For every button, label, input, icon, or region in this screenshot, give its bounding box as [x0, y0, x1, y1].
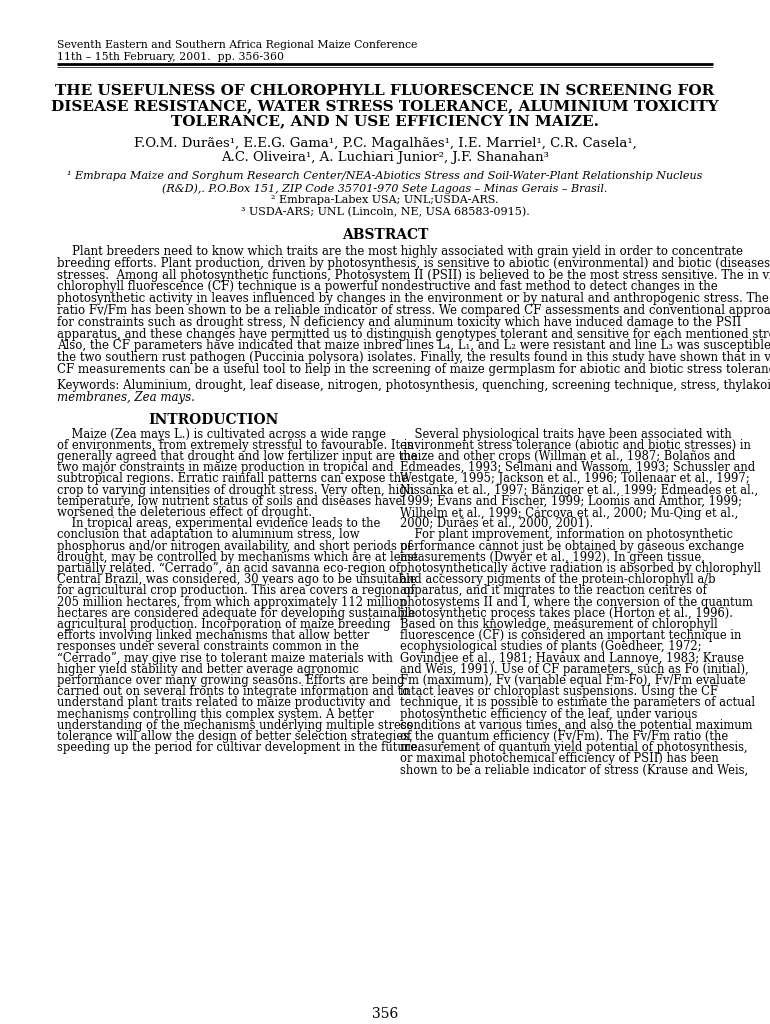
Text: performance cannot just be obtained by gaseous exchange: performance cannot just be obtained by g… [400, 540, 744, 553]
Text: for constraints such as drought stress, N deficiency and aluminum toxicity which: for constraints such as drought stress, … [57, 315, 742, 329]
Text: responses under several constraints common in the: responses under several constraints comm… [57, 640, 359, 653]
Text: intact leaves or chloroplast suspensions. Using the CF: intact leaves or chloroplast suspensions… [400, 685, 718, 698]
Text: phosphorus and/or nitrogen availability, and short periods of: phosphorus and/or nitrogen availability,… [57, 540, 412, 553]
Text: Seventh Eastern and Southern Africa Regional Maize Conference: Seventh Eastern and Southern Africa Regi… [57, 40, 417, 50]
Text: INTRODUCTION: INTRODUCTION [149, 413, 279, 427]
Text: ratio Fv/Fm has been shown to be a reliable indicator of stress. We compared CF : ratio Fv/Fm has been shown to be a relia… [57, 304, 770, 317]
Text: Central Brazil, was considered, 30 years ago to be unsuitable: Central Brazil, was considered, 30 years… [57, 573, 417, 586]
Text: maize and other crops (Willman et al., 1987; Bolaños and: maize and other crops (Willman et al., 1… [400, 450, 735, 463]
Text: conditions at various times, and also the potential maximum: conditions at various times, and also th… [400, 719, 752, 732]
Text: performance over many growing seasons. Efforts are being: performance over many growing seasons. E… [57, 674, 404, 687]
Text: photosynthetic activity in leaves influenced by changes in the environment or by: photosynthetic activity in leaves influe… [57, 292, 769, 305]
Text: Nissanka et al., 1997; Bänziger et al., 1999; Edmeades et al.,: Nissanka et al., 1997; Bänziger et al., … [400, 483, 758, 497]
Text: Edmeades, 1993; Selmani and Wassom, 1993; Schussler and: Edmeades, 1993; Selmani and Wassom, 1993… [400, 461, 755, 474]
Text: technique, it is possible to estimate the parameters of actual: technique, it is possible to estimate th… [400, 696, 755, 710]
Text: for agricultural crop production. This area covers a region of: for agricultural crop production. This a… [57, 585, 414, 597]
Text: 356: 356 [372, 1007, 398, 1021]
Text: hectares are considered adequate for developing sustainable: hectares are considered adequate for dev… [57, 607, 415, 620]
Text: and accessory pigments of the protein-chlorophyll a/b: and accessory pigments of the protein-ch… [400, 573, 715, 586]
Text: Westgate, 1995; Jackson et al., 1996; Tollenaar et al., 1997;: Westgate, 1995; Jackson et al., 1996; To… [400, 472, 750, 485]
Text: Based on this knowledge, measurement of chlorophyll: Based on this knowledge, measurement of … [400, 618, 718, 631]
Text: crop to varying intensities of drought stress. Very often, high: crop to varying intensities of drought s… [57, 483, 414, 497]
Text: shown to be a reliable indicator of stress (Krause and Weis,: shown to be a reliable indicator of stre… [400, 764, 748, 776]
Text: Govindjee et al., 1981; Havaux and Lannoye, 1983; Krause: Govindjee et al., 1981; Havaux and Lanno… [400, 651, 744, 665]
Text: ABSTRACT: ABSTRACT [342, 228, 428, 242]
Text: 205 million hectares, from which approximately 112 million: 205 million hectares, from which approxi… [57, 596, 407, 608]
Text: ecophysiological studies of plants (Goedheer, 1972;: ecophysiological studies of plants (Goed… [400, 640, 701, 653]
Text: temperature, low nutrient status of soils and diseases have: temperature, low nutrient status of soil… [57, 495, 403, 508]
Text: higher yield stability and better average agronomic: higher yield stability and better averag… [57, 663, 359, 676]
Text: Keywords: Aluminium, drought, leaf disease, nitrogen, photosynthesis, quenching,: Keywords: Aluminium, drought, leaf disea… [57, 379, 770, 392]
Text: Plant breeders need to know which traits are the most highly associated with gra: Plant breeders need to know which traits… [57, 245, 743, 258]
Text: or maximal photochemical efficiency of PSII) has been: or maximal photochemical efficiency of P… [400, 753, 718, 765]
Text: mechanisms controlling this complex system. A better: mechanisms controlling this complex syst… [57, 708, 373, 721]
Text: carried out on several fronts to integrate information and to: carried out on several fronts to integra… [57, 685, 409, 698]
Text: understanding of the mechanisms underlying multiple stress: understanding of the mechanisms underlyi… [57, 719, 413, 732]
Text: conclusion that adaptation to aluminium stress, low: conclusion that adaptation to aluminium … [57, 528, 360, 542]
Text: Maize (Zea mays L.) is cultivated across a wide range: Maize (Zea mays L.) is cultivated across… [57, 428, 386, 440]
Text: “Cerrado”, may give rise to tolerant maize materials with: “Cerrado”, may give rise to tolerant mai… [57, 651, 393, 665]
Text: environment stress tolerance (abiotic and biotic stresses) in: environment stress tolerance (abiotic an… [400, 439, 751, 452]
Text: and Weis, 1991). Use of CF parameters, such as Fo (initial),: and Weis, 1991). Use of CF parameters, s… [400, 663, 748, 676]
Text: A.C. Oliveira¹, A. Luchiari Junior², J.F. Shanahan³: A.C. Oliveira¹, A. Luchiari Junior², J.F… [221, 151, 549, 164]
Text: photosynthetic process takes place (Horton et al., 1996).: photosynthetic process takes place (Hort… [400, 607, 733, 620]
Text: of the quantum efficiency (Fv/Fm). The Fv/Fm ratio (the: of the quantum efficiency (Fv/Fm). The F… [400, 730, 728, 743]
Text: For plant improvement, information on photosynthetic: For plant improvement, information on ph… [400, 528, 733, 542]
Text: Wilhelm et al., 1999; Cárcova et al., 2000; Mu-Qing et al.,: Wilhelm et al., 1999; Cárcova et al., 20… [400, 506, 738, 519]
Text: F.O.M. Durães¹, E.E.G. Gama¹, P.C. Magalhães¹, I.E. Marriel¹, C.R. Casela¹,: F.O.M. Durães¹, E.E.G. Gama¹, P.C. Magal… [134, 137, 636, 150]
Text: fluorescence (CF) is considered an important technique in: fluorescence (CF) is considered an impor… [400, 629, 742, 642]
Text: 11th – 15th February, 2001.  pp. 356-360: 11th – 15th February, 2001. pp. 356-360 [57, 52, 284, 62]
Text: ¹ Embrapa Maize and Sorghum Research Center/NEA-Abiotics Stress and Soil-Water-P: ¹ Embrapa Maize and Sorghum Research Cen… [67, 171, 703, 181]
Text: photosystems II and I, where the conversion of the quantum: photosystems II and I, where the convers… [400, 596, 753, 608]
Text: speeding up the period for cultivar development in the future.: speeding up the period for cultivar deve… [57, 741, 421, 755]
Text: apparatus, and it migrates to the reaction centres of: apparatus, and it migrates to the reacti… [400, 585, 707, 597]
Text: subtropical regions. Erratic rainfall patterns can expose the: subtropical regions. Erratic rainfall pa… [57, 472, 408, 485]
Text: photosynthetically active radiation is absorbed by chlorophyll: photosynthetically active radiation is a… [400, 562, 761, 575]
Text: stresses.  Among all photosynthetic functions, Photosystem II (PSII) is believed: stresses. Among all photosynthetic funct… [57, 268, 770, 282]
Text: (R&D),. P.O.Box 151, ZIP Code 35701-970 Sete Lagoas – Minas Gerais – Brasil.: (R&D),. P.O.Box 151, ZIP Code 35701-970 … [162, 183, 608, 194]
Text: breeding efforts. Plant production, driven by photosynthesis, is sensitive to ab: breeding efforts. Plant production, driv… [57, 257, 770, 269]
Text: generally agreed that drought and low fertilizer input are the: generally agreed that drought and low fe… [57, 450, 417, 463]
Text: measurement of quantum yield potential of photosynthesis,: measurement of quantum yield potential o… [400, 741, 748, 755]
Text: worsened the deleterious effect of drought.: worsened the deleterious effect of droug… [57, 506, 312, 519]
Text: understand plant traits related to maize productivity and: understand plant traits related to maize… [57, 696, 390, 710]
Text: the two southern rust pathogen (Puccinia polysora) isolates. Finally, the result: the two southern rust pathogen (Puccinia… [57, 351, 770, 365]
Text: ² Embrapa-Labex USA; UNL;USDA-ARS.: ² Embrapa-Labex USA; UNL;USDA-ARS. [271, 195, 499, 205]
Text: efforts involving linked mechanisms that allow better: efforts involving linked mechanisms that… [57, 629, 370, 642]
Text: drought, may be controlled by mechanisms which are at least: drought, may be controlled by mechanisms… [57, 551, 418, 564]
Text: Fm (maximum), Fv (variable equal Fm-Fo), Fv/Fm evaluate: Fm (maximum), Fv (variable equal Fm-Fo),… [400, 674, 745, 687]
Text: apparatus, and these changes have permitted us to distinguish genotypes tolerant: apparatus, and these changes have permit… [57, 328, 770, 341]
Text: measurements (Dwyer et al., 1992). In green tissue,: measurements (Dwyer et al., 1992). In gr… [400, 551, 705, 564]
Text: CF measurements can be a useful tool to help in the screening of maize germplasm: CF measurements can be a useful tool to … [57, 362, 770, 376]
Text: chlorophyll fluorescence (CF) technique is a powerful nondestructive and fast me: chlorophyll fluorescence (CF) technique … [57, 281, 718, 294]
Text: TOLERANCE, AND N USE EFFICIENCY IN MAIZE.: TOLERANCE, AND N USE EFFICIENCY IN MAIZE… [171, 114, 599, 128]
Text: membranes, Zea mays.: membranes, Zea mays. [57, 390, 195, 403]
Text: THE USEFULNESS OF CHLOROPHYLL FLUORESCENCE IN SCREENING FOR: THE USEFULNESS OF CHLOROPHYLL FLUORESCEN… [55, 84, 715, 98]
Text: ³ USDA-ARS; UNL (Lincoln, NE, USA 68583-0915).: ³ USDA-ARS; UNL (Lincoln, NE, USA 68583-… [240, 207, 530, 217]
Text: two major constraints in maize production in tropical and: two major constraints in maize productio… [57, 461, 393, 474]
Text: Also, the CF parameters have indicated that maize inbred lines L₄, L₁, and L₂ we: Also, the CF parameters have indicated t… [57, 339, 770, 352]
Text: agricultural production. Incorporation of maize breeding: agricultural production. Incorporation o… [57, 618, 390, 631]
Text: 2000; Durães et al., 2000, 2001).: 2000; Durães et al., 2000, 2001). [400, 517, 593, 530]
Text: Several physiological traits have been associated with: Several physiological traits have been a… [400, 428, 732, 440]
Text: DISEASE RESISTANCE, WATER STRESS TOLERANCE, ALUMINIUM TOXICITY: DISEASE RESISTANCE, WATER STRESS TOLERAN… [51, 99, 719, 113]
Text: tolerance will allow the design of better selection strategies,: tolerance will allow the design of bette… [57, 730, 413, 743]
Text: 1999; Evans and Fischer, 1999; Loomis and Amthor, 1999;: 1999; Evans and Fischer, 1999; Loomis an… [400, 495, 742, 508]
Text: In tropical areas, experimental evidence leads to the: In tropical areas, experimental evidence… [57, 517, 380, 530]
Text: of environments, from extremely stressful to favourable. It is: of environments, from extremely stressfu… [57, 439, 413, 452]
Text: partially related. “Cerrado”, an acid savanna eco-region of: partially related. “Cerrado”, an acid sa… [57, 562, 400, 575]
Text: photosynthetic efficiency of the leaf, under various: photosynthetic efficiency of the leaf, u… [400, 708, 698, 721]
